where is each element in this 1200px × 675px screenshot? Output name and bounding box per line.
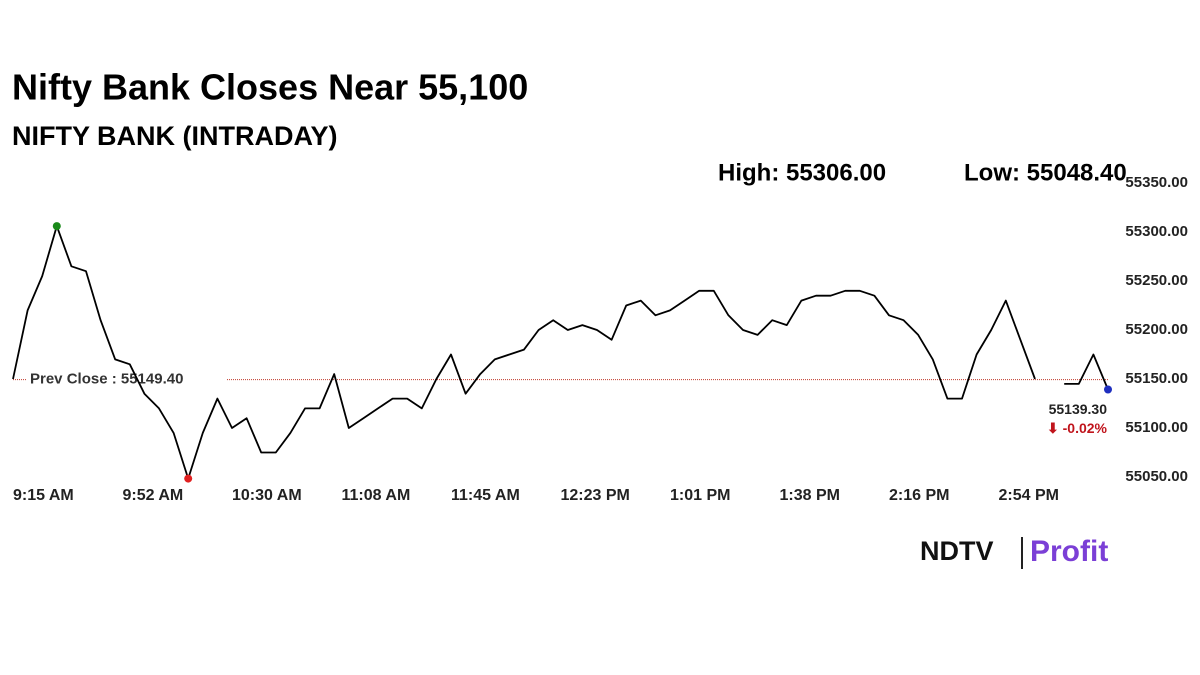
x-tick-label: 10:30 AM bbox=[232, 487, 302, 504]
x-tick-label: 9:15 AM bbox=[13, 487, 74, 504]
low-label: Low: 55048.40 bbox=[964, 159, 1127, 186]
x-tick-label: 1:01 PM bbox=[670, 487, 730, 504]
last-value-label: 55139.30 bbox=[1049, 401, 1108, 417]
chart-subtitle: NIFTY BANK (INTRADAY) bbox=[12, 121, 338, 151]
change-label: ⬇ -0.02% bbox=[1047, 420, 1108, 436]
x-tick-label: 2:54 PM bbox=[999, 487, 1059, 504]
y-tick-label: 55200.00 bbox=[1125, 321, 1188, 338]
y-tick-label: 55350.00 bbox=[1125, 174, 1188, 191]
low-marker bbox=[184, 474, 193, 483]
price-line bbox=[12, 225, 1109, 480]
x-tick-label: 1:38 PM bbox=[780, 487, 840, 504]
x-tick-label: 12:23 PM bbox=[561, 487, 630, 504]
x-tick-label: 2:16 PM bbox=[889, 487, 949, 504]
high-marker bbox=[52, 222, 61, 231]
brand-profit: Profit bbox=[1030, 535, 1108, 568]
y-tick-label: 55250.00 bbox=[1125, 272, 1188, 289]
prev-close-label: Prev Close : 55149.40 bbox=[30, 371, 183, 388]
last-marker bbox=[1104, 385, 1112, 394]
x-tick-label: 9:52 AM bbox=[123, 487, 184, 504]
prev-close-bg bbox=[26, 368, 226, 391]
chart-title: Nifty Bank Closes Near 55,100 bbox=[12, 67, 528, 108]
y-tick-label: 55300.00 bbox=[1125, 223, 1188, 240]
high-label: High: 55306.00 bbox=[718, 159, 886, 186]
y-tick-label: 55150.00 bbox=[1125, 370, 1188, 387]
y-tick-label: 55100.00 bbox=[1125, 419, 1188, 436]
brand-ndtv: NDTV bbox=[920, 536, 994, 566]
y-tick-label: 55050.00 bbox=[1125, 468, 1188, 485]
x-tick-label: 11:08 AM bbox=[342, 487, 411, 504]
x-tick-label: 11:45 AM bbox=[451, 487, 520, 504]
